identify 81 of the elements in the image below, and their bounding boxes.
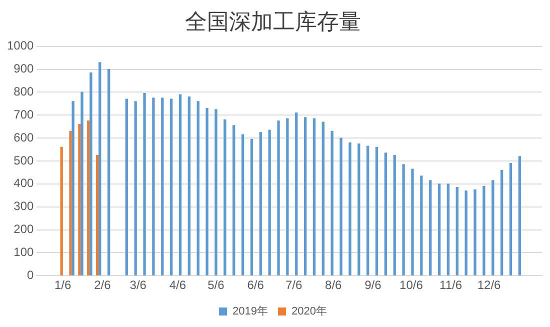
bar (518, 156, 521, 276)
bar (286, 118, 289, 276)
x-tick-label: 5/6 (208, 278, 225, 292)
bar (196, 101, 200, 276)
bar (330, 130, 334, 276)
bar (438, 184, 441, 276)
bar (143, 93, 146, 276)
bar (259, 132, 262, 276)
x-tick-label: 3/6 (130, 278, 147, 292)
bar (224, 119, 226, 276)
bar (384, 152, 388, 276)
bar (152, 98, 155, 276)
y-tick-label: 700 (14, 107, 34, 122)
y-tick-label: 500 (14, 153, 34, 168)
x-tick-label: 6/6 (247, 278, 264, 292)
x-tick-label: 9/6 (364, 278, 382, 292)
y-tick-label: 1000 (6, 38, 34, 53)
x-tick-label: 12/6 (477, 278, 502, 292)
x-tick-label: 7/6 (285, 278, 302, 292)
bar (125, 98, 128, 276)
bar (411, 168, 414, 276)
bar (446, 184, 450, 276)
y-tick-label: 900 (14, 62, 34, 76)
bar (464, 190, 468, 276)
y-tick-label: 600 (14, 130, 34, 144)
bar (188, 96, 191, 276)
bar (393, 154, 396, 276)
bar (206, 108, 208, 276)
bar (87, 120, 90, 276)
y-tick-label: 0 (27, 268, 34, 282)
bar (366, 146, 370, 276)
bar (312, 118, 316, 276)
bar (304, 117, 307, 276)
bar (96, 154, 99, 276)
bar (492, 180, 494, 276)
bar (268, 130, 271, 276)
bar (72, 101, 74, 276)
bar (420, 176, 423, 276)
bar (340, 138, 342, 276)
bar (509, 162, 512, 276)
bar (429, 180, 432, 276)
bar (375, 146, 378, 276)
y-tick-label: 100 (14, 244, 34, 259)
bar (250, 138, 254, 276)
x-tick-label: 1/6 (54, 278, 72, 292)
bar (456, 187, 458, 276)
bar (107, 68, 110, 276)
bar (322, 122, 324, 276)
y-tick-label: 200 (14, 222, 34, 236)
bar (402, 164, 405, 276)
bar (178, 94, 182, 276)
bar (161, 98, 164, 276)
bar (500, 170, 504, 276)
bar (232, 125, 236, 276)
bar (98, 62, 102, 276)
bar (482, 186, 486, 276)
legend-label: 2019年 (232, 306, 268, 318)
bar (134, 101, 137, 276)
x-tick-label: 10/6 (400, 278, 424, 292)
bar (80, 92, 84, 276)
y-tick-label: 800 (14, 84, 34, 99)
bar (241, 134, 244, 276)
bar (78, 124, 81, 276)
bar (170, 98, 173, 276)
x-tick-label: 4/6 (169, 278, 186, 292)
bar (214, 109, 218, 276)
y-tick-label: 400 (14, 176, 34, 190)
bar (295, 112, 298, 276)
x-tick-label: 8/6 (325, 278, 342, 292)
x-tick-label: 11/6 (440, 278, 462, 292)
bar (348, 142, 352, 276)
bar (474, 189, 476, 276)
bar (358, 143, 360, 276)
bar (60, 146, 63, 276)
bar (277, 120, 280, 276)
legend-label: 2020年 (292, 306, 327, 318)
y-tick-label: 300 (14, 199, 34, 214)
x-tick-label: 2/6 (94, 278, 112, 292)
bar (69, 130, 72, 276)
chart-title: 全国深加工库存量 (185, 10, 361, 35)
bar (90, 72, 92, 276)
